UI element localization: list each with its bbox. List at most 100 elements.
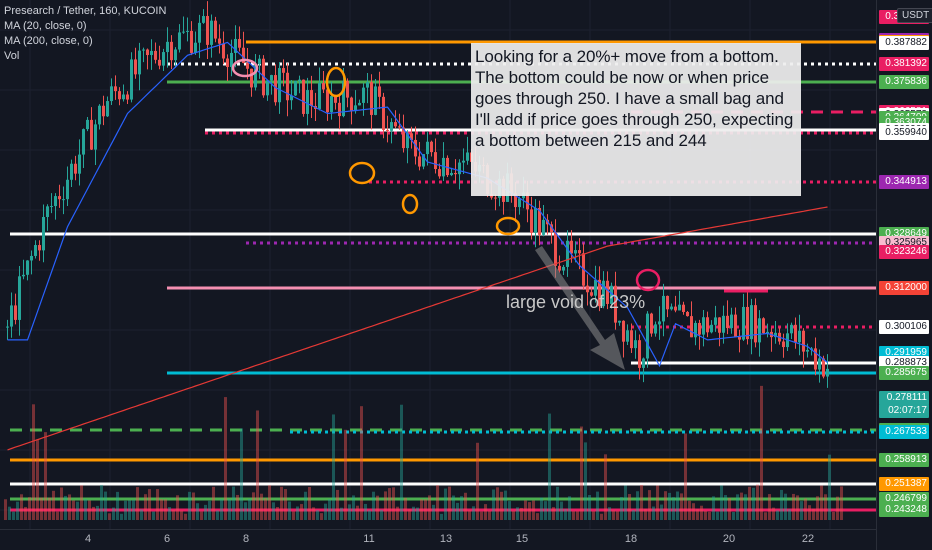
ma20-indicator-label[interactable]: MA (20, close, 0) bbox=[4, 20, 87, 32]
candle-body bbox=[278, 68, 281, 103]
volume-bar bbox=[12, 511, 15, 520]
candle-body bbox=[202, 16, 205, 23]
candle-body bbox=[526, 192, 529, 210]
price-level-label[interactable]: 0.344913 bbox=[879, 175, 929, 189]
volume-bar bbox=[560, 501, 563, 520]
volume-bar bbox=[220, 499, 223, 520]
volume-bar bbox=[372, 491, 375, 520]
candle-body bbox=[458, 162, 461, 175]
candle-body bbox=[130, 59, 133, 100]
volume-bar bbox=[268, 485, 271, 520]
volume-bar bbox=[20, 494, 23, 520]
price-level-label[interactable]: 0.243248 bbox=[879, 503, 929, 517]
candle-body bbox=[554, 232, 557, 266]
candle-body bbox=[198, 22, 201, 43]
candle-body bbox=[514, 193, 517, 208]
time-axis[interactable]: 4 6 8 11 13 15 18 20 22 bbox=[0, 529, 876, 550]
volume-bar bbox=[512, 510, 515, 520]
candle-body bbox=[562, 266, 565, 271]
volume-bar bbox=[84, 499, 87, 520]
candle-body bbox=[86, 119, 89, 130]
candle-body bbox=[174, 49, 177, 61]
volume-indicator-label[interactable]: Vol bbox=[4, 50, 20, 62]
volume-bar bbox=[136, 487, 139, 520]
currency-badge[interactable]: USDT bbox=[897, 8, 932, 23]
volume-bar bbox=[148, 489, 151, 520]
volume-bar bbox=[240, 428, 243, 520]
volume-bar bbox=[620, 497, 623, 520]
volume-bar bbox=[196, 503, 199, 520]
candle-body bbox=[354, 105, 357, 112]
highlight-circle bbox=[401, 193, 419, 215]
volume-bar bbox=[528, 502, 531, 520]
volume-bar bbox=[244, 502, 247, 520]
price-level-label[interactable]: 0.323246 bbox=[879, 245, 929, 259]
volume-bar bbox=[412, 506, 415, 520]
volume-bar bbox=[800, 501, 803, 520]
candle-body bbox=[766, 331, 769, 334]
volume-bar bbox=[640, 484, 643, 520]
volume-bar bbox=[756, 484, 759, 520]
candle-body bbox=[382, 96, 385, 130]
candle-body bbox=[410, 133, 413, 140]
candle-body bbox=[566, 240, 569, 267]
price-level-label[interactable]: 0.359940 bbox=[879, 126, 929, 140]
volume-bar bbox=[292, 511, 295, 520]
ma200-indicator-label[interactable]: MA (200, close, 0) bbox=[4, 35, 93, 47]
price-level-label[interactable]: 0.278111 bbox=[879, 391, 929, 405]
candle-body bbox=[38, 245, 41, 251]
volume-bar bbox=[472, 506, 475, 520]
volume-bar bbox=[764, 512, 767, 520]
volume-bar bbox=[760, 385, 763, 520]
volume-bar bbox=[216, 510, 219, 520]
price-level-label[interactable]: 0.246799 bbox=[879, 492, 929, 506]
volume-bar bbox=[564, 508, 567, 520]
candle-body bbox=[142, 49, 145, 51]
time-tick-label: 18 bbox=[624, 533, 638, 545]
volume-bar bbox=[440, 513, 443, 520]
price-level-label[interactable]: 0.312000 bbox=[879, 281, 929, 295]
candle-body bbox=[742, 306, 745, 340]
candle-body bbox=[678, 304, 681, 311]
volume-bar bbox=[36, 439, 39, 520]
price-axis[interactable]: 0.3958450.3888820.3881140.3878820.381392… bbox=[876, 0, 932, 550]
volume-bar bbox=[676, 491, 679, 520]
price-level-label[interactable]: 0.267533 bbox=[879, 425, 929, 439]
volume-bar bbox=[820, 485, 823, 520]
volume-bar bbox=[744, 494, 747, 520]
volume-bar bbox=[72, 500, 75, 520]
volume-bar bbox=[364, 503, 367, 520]
price-level-label[interactable]: 0.300106 bbox=[879, 320, 929, 334]
volume-bar bbox=[120, 513, 123, 520]
candle-body bbox=[378, 86, 381, 97]
price-level-label[interactable]: 0.381392 bbox=[879, 57, 929, 71]
highlight-circle bbox=[635, 268, 661, 292]
volume-bar bbox=[76, 501, 79, 520]
candle-body bbox=[818, 358, 821, 370]
price-level-label[interactable]: 0.285675 bbox=[879, 366, 929, 380]
volume-bar bbox=[392, 487, 395, 520]
volume-bar bbox=[8, 506, 11, 520]
volume-bar bbox=[312, 507, 315, 520]
volume-bar bbox=[732, 512, 735, 520]
candle-body bbox=[682, 304, 685, 312]
candle-body bbox=[62, 199, 65, 201]
text-note-annotation[interactable]: Looking for a 20%+ move from a bottom. T… bbox=[471, 43, 801, 196]
candle-body bbox=[538, 207, 541, 235]
price-level-label[interactable]: 0.375836 bbox=[879, 75, 929, 89]
candle-body bbox=[814, 348, 817, 370]
price-level-label[interactable]: 0.387882 bbox=[879, 36, 929, 50]
volume-bar bbox=[776, 510, 779, 520]
void-arrow-icon bbox=[535, 246, 625, 370]
volume-bar bbox=[580, 426, 583, 520]
volume-bar bbox=[28, 497, 31, 520]
candle-body bbox=[782, 341, 785, 348]
price-level-label[interactable]: 0.258913 bbox=[879, 453, 929, 467]
void-annotation[interactable]: large void of 23% bbox=[506, 292, 646, 312]
price-level-label[interactable]: 0.251387 bbox=[879, 477, 929, 491]
candle-body bbox=[42, 216, 45, 251]
candle-body bbox=[50, 206, 53, 208]
symbol-title[interactable]: Presearch / Tether, 160, KUCOIN bbox=[4, 5, 167, 17]
candle-body bbox=[162, 52, 165, 66]
candle-body bbox=[614, 285, 617, 323]
